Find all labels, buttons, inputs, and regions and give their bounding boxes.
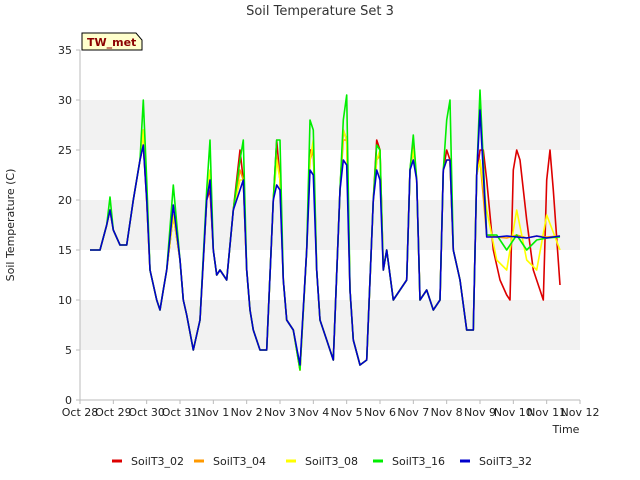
x-tick-label: Nov 8 [431, 406, 463, 419]
x-tick-label: Nov 6 [364, 406, 396, 419]
y-tick-label: 5 [65, 344, 72, 357]
y-tick-label: 35 [58, 44, 72, 57]
legend-item-label: SoilT3_04 [213, 455, 266, 468]
x-axis-label: Time [552, 423, 580, 436]
x-tick-label: Nov 2 [231, 406, 263, 419]
x-tick-label: Nov 4 [297, 406, 329, 419]
x-tick-label: Nov 9 [464, 406, 496, 419]
y-tick-label: 20 [58, 194, 72, 207]
badge-text: TW_met [87, 36, 136, 49]
x-tick-label: Nov 11 [527, 406, 566, 419]
y-tick-label: 10 [58, 294, 72, 307]
x-tick-label: Oct 30 [128, 406, 165, 419]
legend-item-label: SoilT3_02 [131, 455, 184, 468]
legend: SoilT3_02 SoilT3_04 SoilT3_08 SoilT3_16 Soil… [112, 455, 532, 468]
y-axis-label: Soil Temperature (C) [4, 169, 17, 282]
y-tick-label: 30 [58, 94, 72, 107]
legend-item-label: SoilT3_32 [479, 455, 532, 468]
grid-band [80, 150, 580, 200]
legend-item-label: SoilT3_16 [392, 455, 445, 468]
x-tick-label: Nov 10 [494, 406, 533, 419]
chart-title: Soil Temperature Set 3 [246, 4, 394, 19]
series-line-soilt3-32 [90, 109, 561, 366]
badge-box [81, 32, 143, 51]
x-tick-label: Nov 3 [264, 406, 296, 419]
x-tick-label: Oct 28 [62, 406, 99, 419]
grid-band [80, 300, 580, 350]
y-tick-label: 15 [58, 244, 72, 257]
x-tick-label: Nov 12 [561, 406, 600, 419]
station-badge: TW_met [81, 32, 143, 51]
grid-bands [80, 50, 580, 400]
grid-band [80, 350, 580, 400]
grid-band [80, 50, 580, 100]
legend-item-label: SoilT3_08 [305, 455, 358, 468]
x-tick-label: Nov 1 [197, 406, 229, 419]
y-tick-label: 0 [65, 394, 72, 407]
x-tick-label: Nov 5 [331, 406, 363, 419]
grid-band [80, 200, 580, 250]
x-tick-label: Nov 7 [397, 406, 429, 419]
series-lines [90, 89, 561, 371]
x-tick-label: Oct 31 [162, 406, 199, 419]
x-tick-label: Oct 29 [95, 406, 132, 419]
grid-band [80, 100, 580, 150]
axes [79, 50, 580, 401]
y-tick-label: 25 [58, 144, 72, 157]
